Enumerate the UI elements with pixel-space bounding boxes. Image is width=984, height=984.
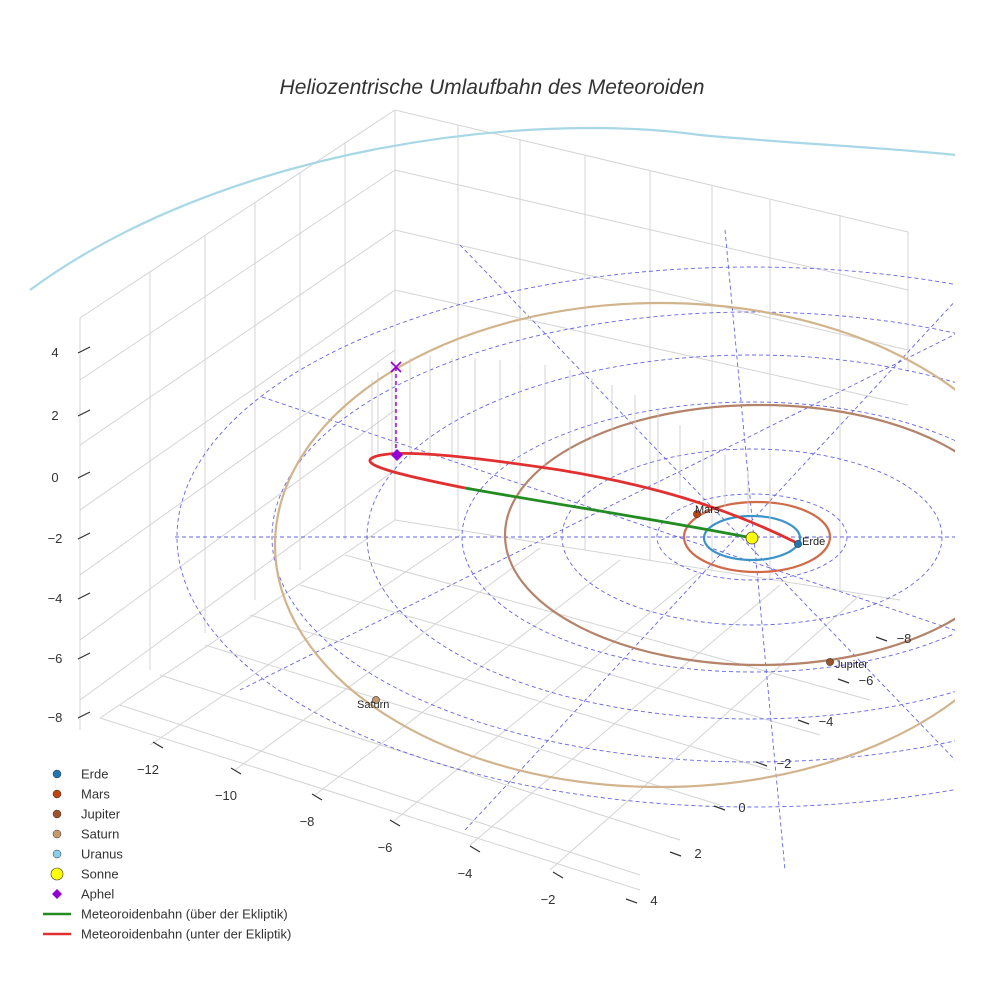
legend-item-symbol	[52, 769, 62, 779]
aphel-projection-marker	[390, 361, 402, 373]
legend-item-label: Aphel	[81, 887, 114, 902]
legend-item-symbol	[52, 789, 62, 799]
x-tick-mark	[311, 793, 323, 801]
legend-item-symbol	[52, 849, 62, 859]
planet-orbits	[29, 126, 955, 789]
legend-item-label: Sonne	[81, 867, 119, 882]
planet-label-jupiter: Jupiter	[835, 659, 868, 671]
z-tick-label: −8	[48, 710, 63, 725]
z-tick-label: −2	[48, 531, 63, 546]
x-tick-label: −10	[215, 788, 237, 803]
planet-label-saturn: Saturn	[357, 699, 389, 711]
x-tick-label: −8	[300, 814, 315, 829]
y-tick-label: 2	[694, 846, 701, 861]
planet-label-erde: Erde	[802, 536, 825, 548]
sun-marker	[745, 531, 759, 545]
x-tick-mark	[552, 871, 564, 879]
z-tick-label: 4	[51, 345, 58, 360]
orbit-erde	[702, 514, 802, 562]
aphel-marker	[391, 449, 403, 461]
meteoroid-orbit-below	[368, 451, 796, 544]
legend-item-label: Saturn	[81, 827, 119, 842]
legend-item-label: Meteoroidenbahn (unter der Ekliptik)	[81, 927, 291, 942]
z-tick-mark	[77, 532, 91, 540]
chart-title: Heliozentrische Umlaufbahn des Meteoroid…	[280, 76, 705, 99]
planet-marker-jupiter	[826, 658, 834, 666]
z-tick-mark	[77, 652, 91, 660]
orbit-jupiter	[503, 403, 955, 667]
z-tick-label: −4	[48, 591, 63, 606]
planet-marker-mars	[693, 510, 701, 518]
legend-item-label: Mars	[81, 787, 110, 802]
x-tick-label: −4	[458, 866, 473, 881]
planet-marker-erde	[794, 540, 802, 548]
legend-item-label: Meteoroidenbahn (über der Ekliptik)	[81, 907, 288, 922]
orbit-uranus	[29, 126, 955, 291]
legend: Erde Mars Jupiter Saturn Uranus Sonne Aphel Met…	[43, 767, 291, 942]
orbit-mars	[682, 500, 832, 574]
axis-grid	[79, 109, 909, 891]
height-drop-lines	[371, 356, 771, 520]
y-tick-mark	[837, 678, 850, 684]
y-tick-label: −4	[819, 714, 834, 729]
legend-item-label: Erde	[81, 767, 108, 782]
z-tick-label: −6	[48, 651, 63, 666]
y-tick-mark	[625, 898, 638, 904]
y-tick-label: −8	[897, 631, 912, 646]
x-tick-mark	[230, 767, 242, 775]
x-tick-mark	[152, 741, 164, 749]
z-tick-mark	[77, 471, 91, 479]
legend-item-symbol	[52, 829, 62, 839]
x-tick-mark	[389, 819, 401, 827]
x-tick-mark	[469, 845, 481, 853]
legend-item-symbol	[50, 867, 64, 881]
z-tick-mark	[77, 409, 91, 417]
y-tick-mark	[755, 761, 768, 767]
y-tick-label: 4	[650, 893, 657, 908]
y-tick-label: −6	[859, 673, 874, 688]
x-tick-label: −6	[378, 840, 393, 855]
z-tick-mark	[77, 346, 91, 354]
y-tick-label: −2	[777, 756, 792, 771]
planet-label-mars: Mars	[695, 504, 720, 516]
z-tick-mark	[77, 711, 91, 719]
markers: Erde Mars Jupiter Saturn	[357, 361, 868, 711]
x-tick-label: −12	[137, 762, 159, 777]
legend-item-label: Jupiter	[81, 807, 121, 822]
y-tick-mark	[669, 851, 682, 857]
y-tick-mark	[797, 719, 810, 725]
y-tick-mark	[875, 636, 888, 642]
z-tick-label: 2	[51, 408, 58, 423]
legend-item-symbol	[52, 809, 62, 819]
y-tick-label: 0	[738, 800, 745, 815]
tick-labels: 4 2 0 −2 −4 −6 −8 −12 −10 −8 −6 −4 −2 −8 −6 −4 −2 0 2 4	[48, 345, 912, 908]
y-tick-mark	[713, 805, 726, 811]
orbit-saturn	[274, 301, 955, 789]
planet-marker-saturn	[372, 696, 380, 704]
meteoroid-orbit-above	[464, 486, 753, 540]
z-tick-label: 0	[51, 470, 58, 485]
legend-item-label: Uranus	[81, 847, 123, 862]
x-tick-label: −2	[541, 892, 556, 907]
z-tick-mark	[77, 592, 91, 600]
legend-item-symbol	[52, 889, 62, 899]
ecliptic-grid	[175, 229, 955, 871]
meteoroid-orbit	[368, 451, 796, 544]
